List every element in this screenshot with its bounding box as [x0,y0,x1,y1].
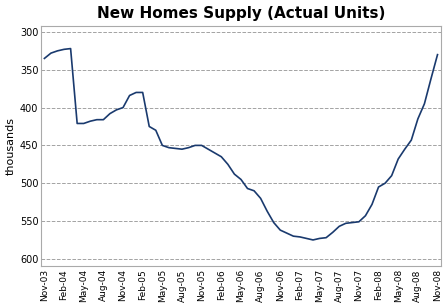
Y-axis label: thousands: thousands [5,117,16,175]
Title: New Homes Supply (Actual Units): New Homes Supply (Actual Units) [97,6,385,21]
